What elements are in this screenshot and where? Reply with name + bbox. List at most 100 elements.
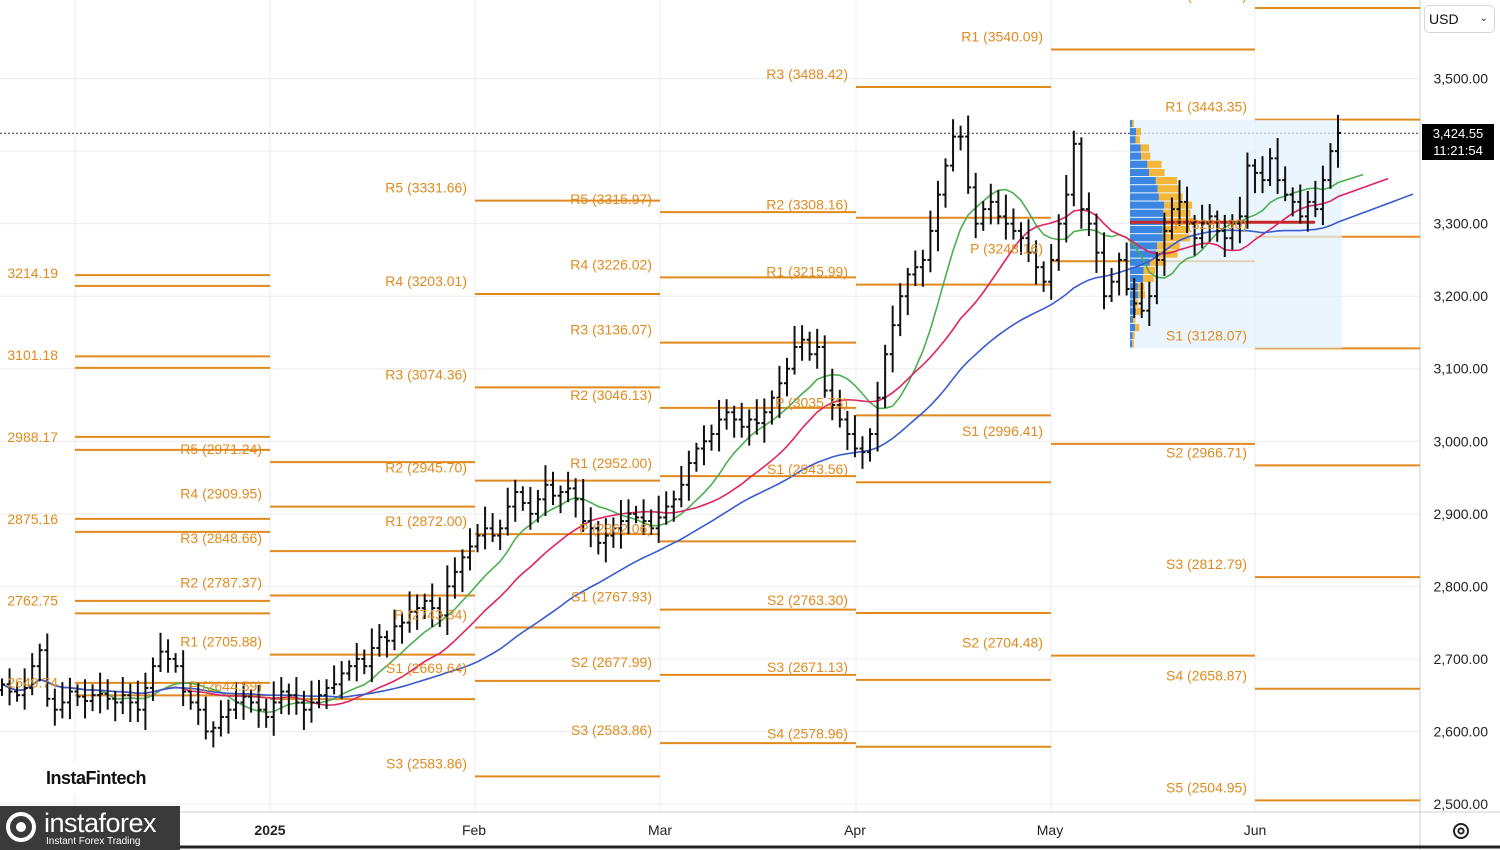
- pivot-label: S3 (2671.13): [767, 659, 848, 675]
- pivot-label: P (2644.59): [189, 678, 262, 694]
- volume-profile-bar-up: [1140, 144, 1150, 152]
- volume-profile-bar-up: [1149, 168, 1165, 177]
- volume-profile-bar-down: [1130, 144, 1141, 152]
- candle-countdown: 11:21:54: [1433, 143, 1483, 158]
- pivot-label: 2875.16: [7, 511, 58, 527]
- pivot-label: R2 (2787.37): [180, 575, 262, 591]
- volume-profile-bar-up: [1132, 119, 1134, 128]
- currency-select-value: USD: [1429, 11, 1459, 27]
- y-tick-label: 3,200.00: [1434, 288, 1489, 304]
- pivot-label: R3 (3488.42): [766, 66, 848, 82]
- pivot-label: R1 (2705.88): [180, 634, 262, 650]
- pivot-label: S4 (2658.87): [1166, 668, 1247, 684]
- pivot-label: S2 (2763.30): [767, 592, 848, 608]
- volume-profile-bar-up: [1132, 332, 1135, 340]
- volume-profile-bar-up: [1135, 128, 1141, 136]
- volume-profile-bar-down: [1130, 177, 1156, 185]
- y-tick-label: 3,000.00: [1434, 433, 1489, 449]
- volume-profile-bar-down: [1130, 119, 1133, 128]
- volume-profile-bar-up: [1158, 193, 1183, 201]
- pivot-label: R5 (3315.97): [570, 191, 652, 207]
- volume-profile-bar-down: [1130, 201, 1165, 209]
- volume-profile-bar-down: [1130, 128, 1136, 136]
- pivot-label: S2 (2677.99): [571, 654, 652, 670]
- pivot-label: R1 (2952.00): [570, 455, 652, 471]
- volume-profile-bar-down: [1130, 185, 1158, 193]
- pivot-label: R1 (3443.35): [1165, 99, 1247, 115]
- logo-tagline: Instant Forex Trading: [46, 836, 141, 847]
- pivot-label: S1 (2943.56): [767, 461, 848, 477]
- pivot-label: P (3035.73): [775, 394, 848, 410]
- x-tick-label: May: [1037, 822, 1063, 838]
- volume-profile-bar-down: [1130, 242, 1158, 250]
- volume-profile-bar-up: [1132, 315, 1136, 323]
- volume-profile-bar-up: [1155, 177, 1178, 185]
- pivot-label: S1 (2996.41): [962, 423, 1043, 439]
- volume-profile-bar-down: [1130, 340, 1133, 348]
- pivot-label: S2 (2704.48): [962, 635, 1043, 651]
- pivot-labels: 3214.19 3101.18 2988.17 2875.16 2762.75 2649.…: [7, 0, 1247, 795]
- volume-profile-bar-up: [1135, 307, 1141, 315]
- instafintech-label: InstaFintech: [38, 762, 160, 794]
- volume-profile-bar-down: [1130, 258, 1150, 266]
- volume-profile-bar-up: [1135, 136, 1140, 144]
- volume-profile-bar-up: [1162, 226, 1190, 234]
- settings-icon[interactable]: [1450, 820, 1472, 842]
- volume-profile-bar-down: [1130, 234, 1163, 242]
- pivot-label: S5 (2504.95): [1166, 779, 1247, 795]
- pivot-label: R3 (3136.07): [570, 322, 652, 338]
- volume-profile-bar-up: [1164, 201, 1193, 209]
- x-axis: 2025 Feb Mar Apr May Jun: [254, 822, 1266, 838]
- volume-profile-bar-up: [1143, 274, 1154, 283]
- y-tick-label: 2,700.00: [1434, 651, 1489, 667]
- volume-profile-bar-down: [1130, 266, 1144, 274]
- pivot-label: R1 (3215.99): [766, 264, 848, 280]
- pivot-label: 3214.19: [7, 265, 58, 281]
- pivot-label: R2 (3597.27): [1165, 0, 1247, 3]
- x-tick-label: 2025: [254, 822, 285, 838]
- x-tick-label: Feb: [462, 822, 486, 838]
- volume-profile-bar-down: [1130, 323, 1136, 332]
- pivot-label: S1 (2669.64): [386, 660, 467, 676]
- volume-profile: [1130, 119, 1342, 349]
- pivot-label: R3 (2848.66): [180, 530, 262, 546]
- pivot-label: 2988.17: [7, 429, 58, 445]
- volume-profile-bar-down: [1130, 250, 1157, 258]
- volume-profile-bar-down: [1130, 332, 1133, 340]
- volume-profile-bar-down: [1130, 136, 1136, 144]
- pivot-label: 2762.75: [7, 592, 58, 608]
- volume-profile-bar-up: [1141, 152, 1151, 160]
- pivot-label: R4 (2909.95): [180, 486, 262, 502]
- instaforex-logo: instaforex Instant Forex Trading: [0, 806, 180, 850]
- volume-profile-bar-down: [1130, 193, 1159, 201]
- volume-profile-bar-up: [1157, 242, 1180, 250]
- volume-profile-bar-up: [1157, 185, 1181, 193]
- pivot-label: P (2862.06): [579, 520, 652, 536]
- x-tick-label: Apr: [844, 822, 866, 838]
- pivot-label: R2 (3308.16): [766, 197, 848, 213]
- volume-profile-bar-down: [1130, 315, 1133, 323]
- volume-profile-bar-up: [1149, 258, 1167, 266]
- pivot-label: S3 (2583.86): [571, 722, 652, 738]
- pivot-label: R2 (2945.70): [385, 460, 467, 476]
- volume-profile-bar-down: [1130, 226, 1163, 234]
- pivot-label: S4 (2578.96): [767, 726, 848, 742]
- volume-profile-bar-down: [1130, 168, 1150, 177]
- y-tick-label: 2,800.00: [1434, 578, 1489, 594]
- volume-profile-bar-down: [1130, 299, 1135, 307]
- pivot-label: 3101.18: [7, 347, 58, 363]
- pivot-label: R5 (3331.66): [385, 180, 467, 196]
- pivot-label: S3 (2583.86): [386, 755, 467, 771]
- pivot-label: S1 (2767.93): [571, 589, 652, 605]
- pivot-label: R4 (3226.02): [570, 256, 652, 272]
- volume-profile-bar-up: [1147, 160, 1162, 168]
- pivot-label: R1 (3540.09): [961, 28, 1043, 44]
- volume-profile-bar-up: [1135, 323, 1140, 332]
- pivot-label: R3 (3074.36): [385, 366, 467, 382]
- currency-select[interactable]: USD ⌄: [1424, 5, 1495, 33]
- logo-name: instaforex: [44, 808, 157, 838]
- instaforex-logo-icon: [6, 812, 36, 842]
- y-tick-label: 3,300.00: [1434, 216, 1489, 232]
- pivot-label: P (3248.16): [970, 240, 1043, 256]
